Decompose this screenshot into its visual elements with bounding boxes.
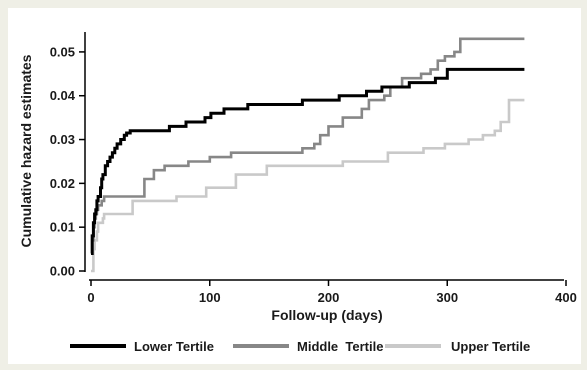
series-group: [90, 37, 525, 273]
hazard-chart: 0.00 0.01 0.02 0.03 0.04 0.05 0 100 200 300 400 C…: [18, 32, 577, 354]
x-tick-label: 400: [555, 290, 577, 305]
x-tick-label: 300: [436, 290, 458, 305]
y-tick-label: 0.05: [50, 44, 75, 59]
y-tick-label: 0.00: [50, 264, 75, 279]
chart-panel: 0.00 0.01 0.02 0.03 0.04 0.05 0 100 200 300 400 C…: [8, 8, 581, 364]
series-line-middle-tertile: [90, 37, 525, 255]
x-axis-title: Follow-up (days): [271, 307, 382, 323]
axes-group: [84, 32, 564, 281]
x-tick-label: 100: [199, 290, 221, 305]
legend-label-lower-tertile: Lower Tertile: [134, 339, 214, 354]
series-line-upper-tertile: [91, 98, 525, 273]
legend-label-middle-tertile: Middle Tertile: [297, 339, 383, 354]
y-axis-title: Cumulative hazard estimates: [18, 54, 34, 247]
legend-label-upper-tertile: Upper Tertile: [451, 339, 530, 354]
legend: Lower Tertile Middle Tertile Upper Tertile: [70, 339, 530, 354]
x-tick-label: 200: [318, 290, 340, 305]
x-ticks-group: 0 100 200 300 400: [87, 280, 577, 305]
y-tick-label: 0.02: [50, 176, 75, 191]
y-tick-label: 0.01: [50, 220, 75, 235]
series-line-lower-tertile: [90, 67, 525, 255]
y-ticks-group: 0.00 0.01 0.02 0.03 0.04 0.05: [50, 44, 85, 279]
x-tick-label: 0: [87, 290, 94, 305]
y-tick-label: 0.03: [50, 132, 75, 147]
y-tick-label: 0.04: [50, 88, 76, 103]
